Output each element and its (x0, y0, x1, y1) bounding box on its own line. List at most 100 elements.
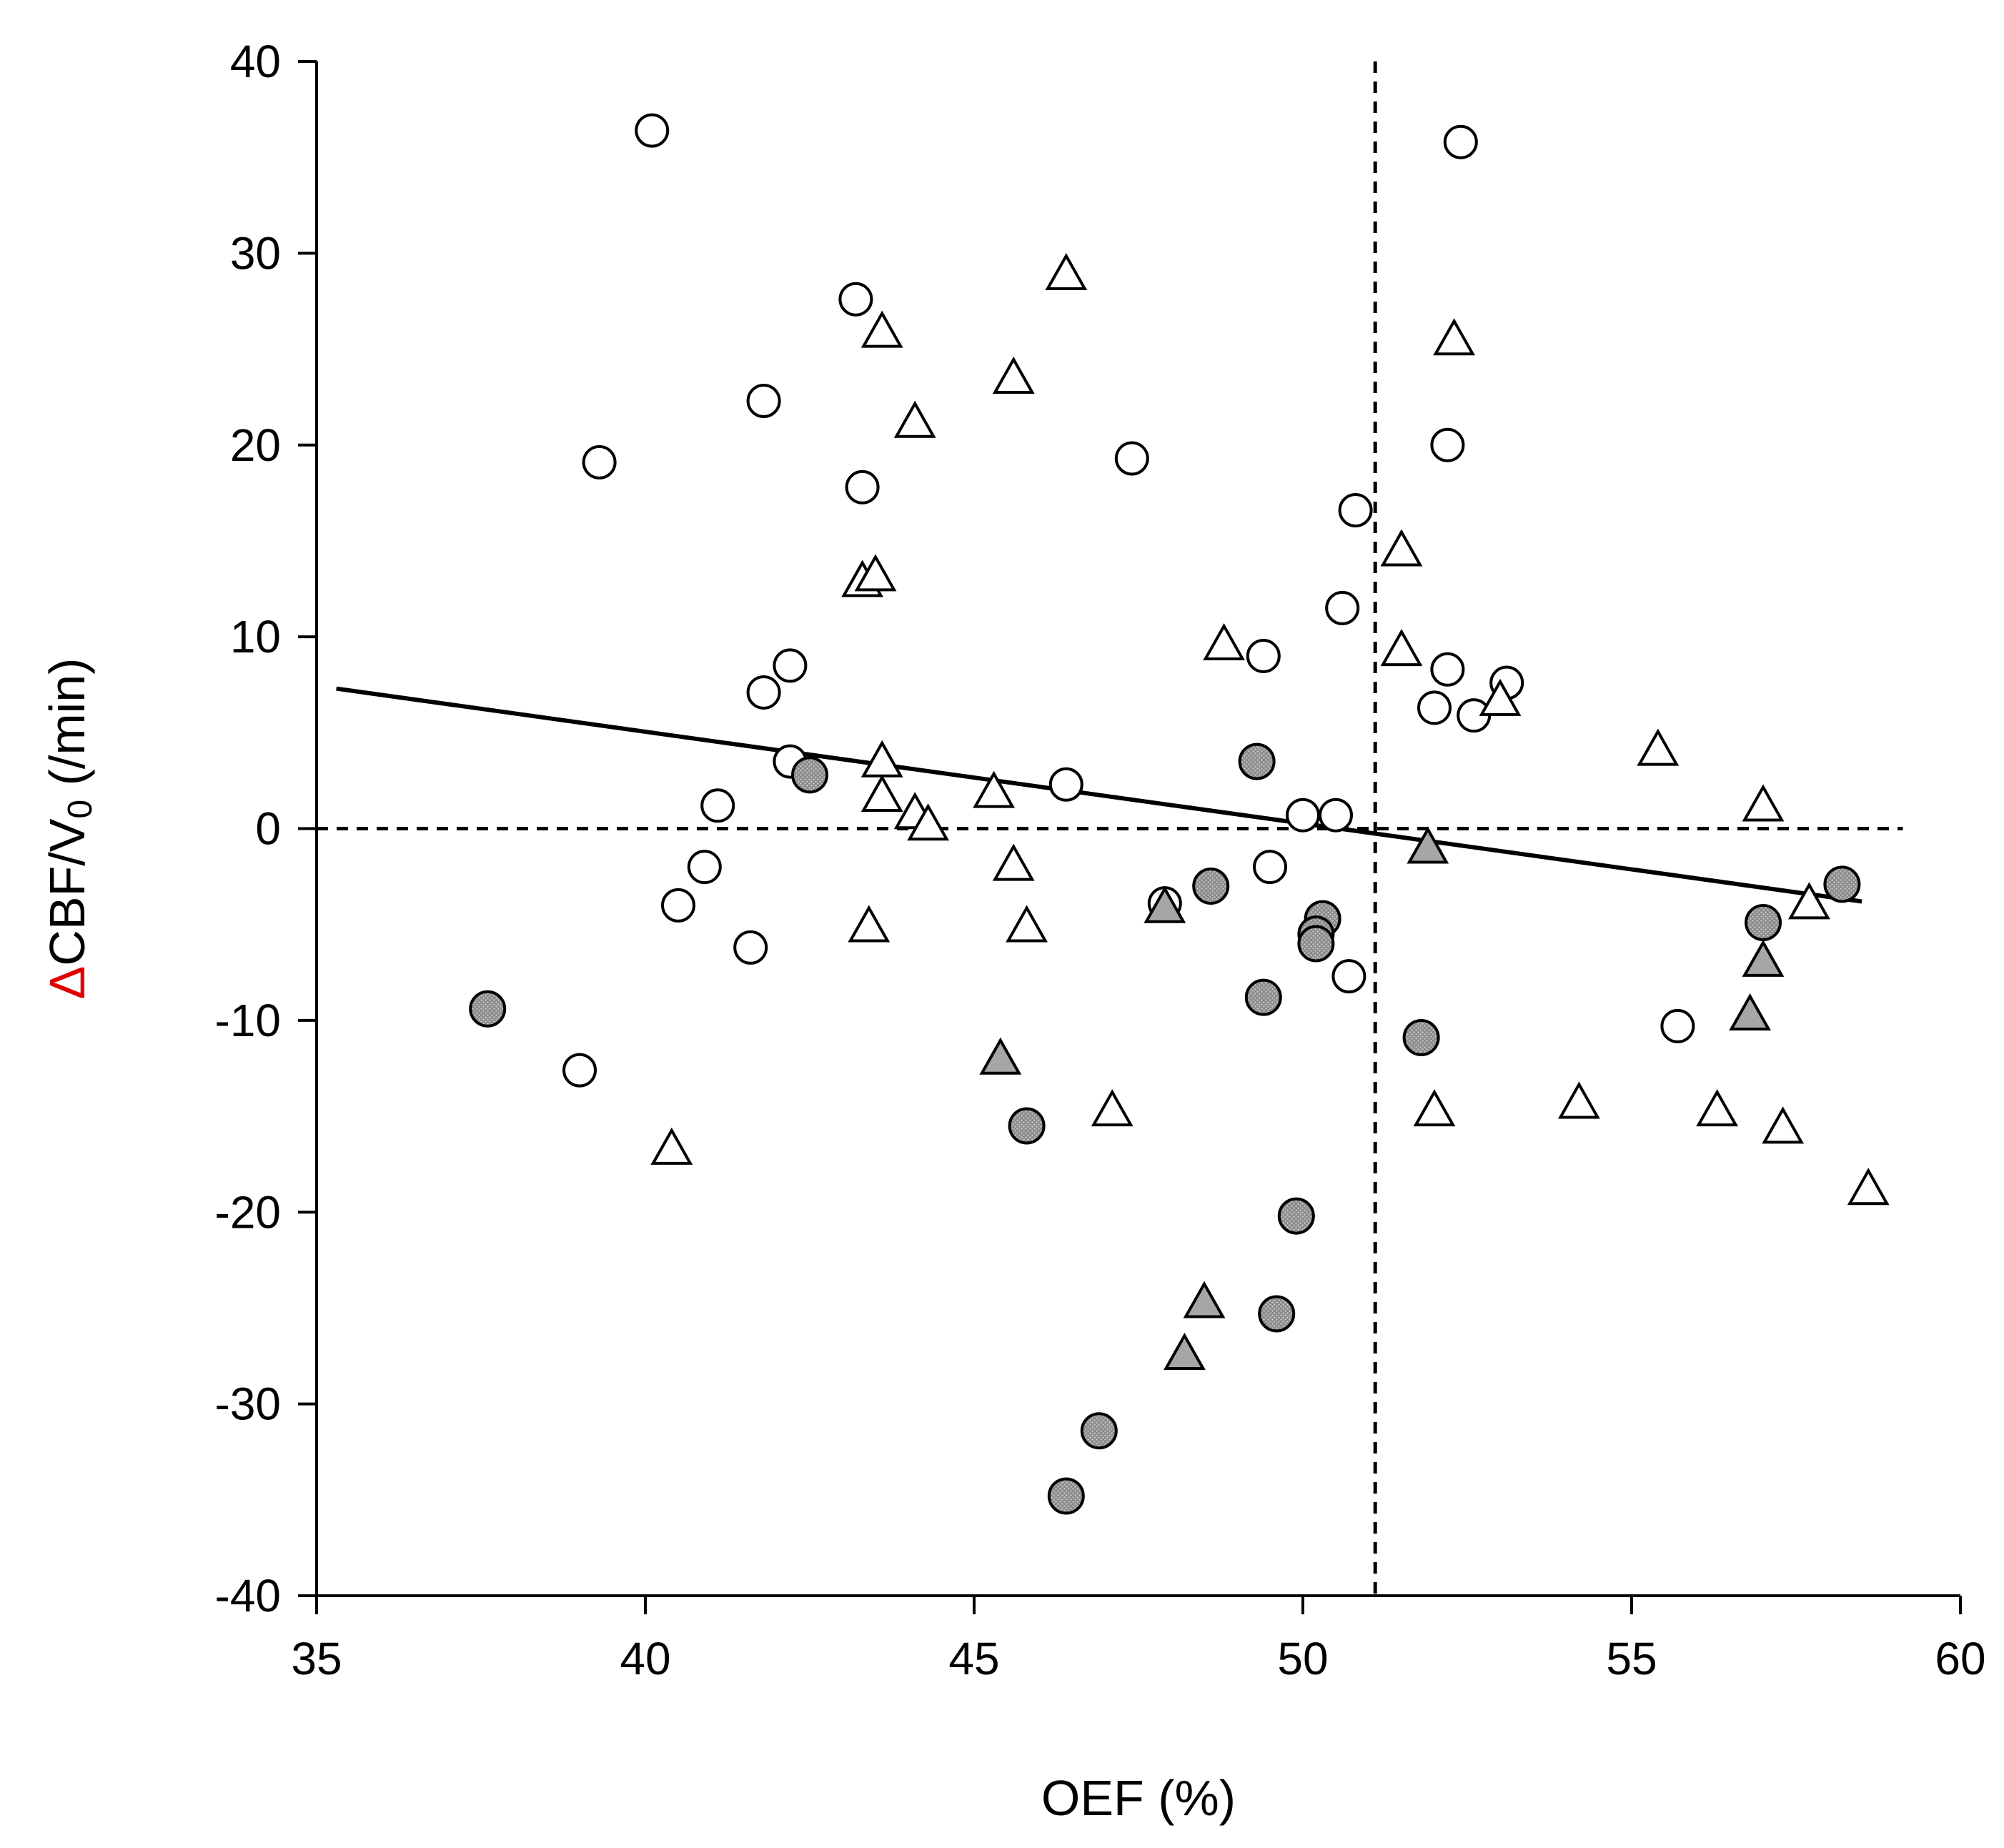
y-axis-title: ΔCBF/V0 (/min) (39, 658, 99, 1000)
data-point-triangle (1091, 1089, 1134, 1127)
data-point-triangle (1433, 318, 1476, 356)
y-tick-label: -20 (215, 1186, 282, 1238)
data-point-triangle (973, 770, 1016, 808)
data-point-triangle (860, 774, 903, 813)
data-point-circle (1417, 690, 1452, 725)
data-point-triangle (1203, 622, 1246, 661)
data-point-circle (1443, 124, 1478, 159)
y-axis-title-unit: (/min) (39, 658, 95, 800)
data-point-triangle (1729, 993, 1772, 1030)
y-axis-title-delta: Δ (39, 966, 95, 1000)
data-point-circle (791, 756, 828, 794)
data-point-triangle (1407, 826, 1449, 864)
y-tick-label: 30 (230, 227, 281, 279)
data-point-circle (1338, 492, 1373, 527)
x-tick-label: 35 (291, 1633, 342, 1684)
data-point-circle (838, 282, 873, 317)
data-point-circle (1660, 1008, 1695, 1043)
data-point-circle (1402, 1019, 1440, 1057)
data-point-triangle (650, 1127, 693, 1165)
series-gray-triangles (979, 826, 1785, 1371)
data-point-triangle (1413, 1089, 1456, 1127)
series-open-triangles (650, 252, 1890, 1206)
data-point-triangle (1006, 905, 1048, 943)
y-tick-label: 40 (230, 36, 281, 87)
data-point-circle (746, 675, 781, 710)
data-point-circle (661, 888, 695, 923)
data-point-circle (1430, 652, 1465, 687)
data-point-circle (1080, 1412, 1118, 1450)
data-point-circle (1258, 1295, 1296, 1333)
data-point-circle (733, 930, 768, 965)
data-point-triangle (979, 1037, 1022, 1075)
x-tick-label: 50 (1277, 1633, 1328, 1684)
data-point-triangle (860, 740, 903, 778)
data-point-circle (700, 788, 735, 823)
axis-tick-labels: -40 -30 -20 -10 0 10 20 30 40 35 40 45 50 55 60 (215, 36, 1986, 1684)
x-tick-label: 55 (1606, 1633, 1657, 1684)
data-point-triangle (992, 843, 1035, 881)
x-tick-label: 60 (1935, 1633, 1985, 1684)
axis-ticks (298, 60, 1962, 1614)
data-point-triangle (848, 905, 891, 943)
data-point-circle (773, 648, 808, 683)
data-point-circle (1047, 1477, 1085, 1515)
x-axis-title: OEF (%) (1041, 1770, 1236, 1826)
y-tick-label: -10 (215, 995, 282, 1046)
x-tick-label: 45 (948, 1633, 999, 1684)
data-point-triangle (907, 803, 950, 841)
data-point-circle (1114, 441, 1149, 476)
data-point-circle (1823, 865, 1861, 903)
data-point-circle (1286, 798, 1320, 833)
data-point-triangle (1696, 1089, 1739, 1127)
data-point-triangle (1742, 939, 1785, 977)
data-point-triangle (1163, 1332, 1206, 1371)
y-tick-label: -30 (215, 1378, 282, 1430)
data-point-triangle (1742, 784, 1785, 822)
data-point-triangle (1557, 1081, 1600, 1119)
data-point-circle (687, 850, 722, 885)
y-axis-title-main: CBF/V (39, 818, 95, 965)
data-point-circle (635, 113, 670, 148)
data-point-triangle (854, 554, 897, 592)
data-point-circle (845, 470, 880, 505)
data-point-triangle (1762, 1106, 1805, 1144)
data-point-circle (1331, 959, 1366, 994)
data-point-triangle (893, 400, 936, 438)
data-point-circle (1253, 850, 1287, 885)
data-point-circle (1297, 925, 1335, 963)
data-point-triangle (1380, 629, 1423, 667)
y-tick-label: 20 (230, 419, 281, 471)
x-tick-label: 40 (620, 1633, 670, 1684)
data-point-circle (1246, 638, 1281, 673)
data-point-circle (746, 384, 781, 419)
data-point-triangle (992, 356, 1035, 394)
y-tick-label: -40 (215, 1570, 282, 1621)
y-axis-title-subscript: 0 (61, 800, 99, 819)
regression-line (336, 686, 1862, 904)
data-point-circle (1192, 868, 1230, 905)
data-point-triangle (1144, 885, 1186, 923)
data-point-circle (1008, 1107, 1046, 1145)
data-point-circle (562, 1053, 597, 1088)
data-point-circle (1430, 427, 1465, 462)
series-stippled-circles (469, 742, 1861, 1515)
data-point-circle (1238, 742, 1276, 780)
data-point-triangle (1479, 678, 1522, 716)
data-point-triangle (1183, 1281, 1226, 1318)
data-point-circle (1048, 767, 1083, 802)
data-point-circle (469, 990, 507, 1028)
data-point-triangle (1045, 252, 1088, 291)
data-point-circle (582, 444, 617, 480)
data-point-triangle (860, 310, 903, 348)
data-point-circle (1277, 1197, 1315, 1235)
data-point-circle (1244, 978, 1282, 1016)
data-point-triangle (1847, 1168, 1890, 1206)
data-point-triangle (1380, 529, 1423, 567)
y-tick-label: 10 (230, 611, 281, 662)
data-point-triangle (1637, 728, 1680, 766)
series-open-circles (562, 113, 1695, 1088)
data-point-circle (1325, 590, 1360, 625)
data-point-circle (1319, 798, 1353, 833)
